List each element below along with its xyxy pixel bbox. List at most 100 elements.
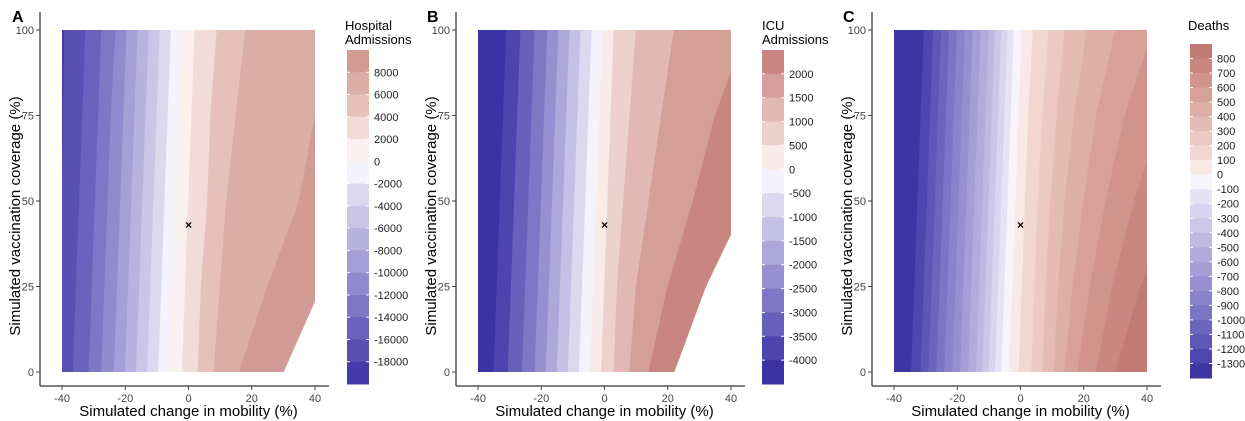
legend-swatch	[1190, 203, 1212, 219]
legend-swatch	[762, 240, 784, 266]
legend-swatch	[762, 288, 784, 313]
legend-title: Admissions	[762, 32, 829, 47]
legend-label: -1000	[1217, 315, 1245, 327]
legend-swatch	[762, 169, 784, 194]
y-tick-label: 50	[854, 196, 866, 208]
x-tick-label: -20	[117, 393, 133, 405]
legend-swatch	[762, 193, 784, 218]
panel-letter: B	[427, 9, 439, 26]
legend-label: -1300	[1217, 358, 1245, 370]
legend-swatch	[1190, 218, 1212, 234]
legend-swatch	[1190, 131, 1212, 147]
legend-swatch	[762, 145, 784, 170]
legend-label: 1000	[789, 117, 813, 129]
x-axis-title: Simulated change in mobility (%)	[495, 403, 713, 420]
panel-a: × 0 25 50 75 100 -40 -20 0 20 40 Simulated change i…	[7, 9, 412, 420]
legend-label: 6000	[374, 90, 398, 102]
legend-swatch	[762, 312, 784, 337]
contour-band	[1115, 268, 1147, 372]
y-tick-label: 25	[22, 282, 34, 294]
legend-label: -600	[1217, 257, 1239, 269]
legend-swatch	[1190, 290, 1212, 306]
x-tick-label: -20	[533, 393, 549, 405]
reference-point-marker: ×	[1017, 218, 1024, 232]
legend-label: 600	[1217, 83, 1235, 95]
legend-label: 100	[1217, 155, 1235, 167]
legend-swatch	[347, 205, 369, 229]
legend-label: -700	[1217, 271, 1239, 283]
legend-swatch	[347, 183, 369, 207]
legend-label: 500	[1217, 97, 1235, 109]
legend-label: -14000	[374, 312, 408, 324]
legend-swatch	[347, 250, 369, 274]
legend-swatch	[347, 116, 369, 140]
legend-label: -4000	[374, 201, 402, 213]
legend-swatch	[1190, 58, 1212, 74]
y-tick-label: 100	[16, 25, 34, 37]
x-tick-label: -40	[470, 393, 486, 405]
panel-letter: C	[843, 9, 855, 26]
x-tick-label: 0	[601, 393, 607, 405]
contour-band	[238, 113, 315, 372]
legend-swatch	[1190, 174, 1212, 190]
x-tick-label: -40	[54, 393, 70, 405]
legend-swatch	[347, 50, 369, 73]
x-tick-label: 40	[309, 393, 321, 405]
x-tick-label: 0	[1017, 393, 1023, 405]
legend: Deaths 800 700 600 500 400 300 200 100 0 -100 -200 -…	[1188, 18, 1245, 379]
legend-label: -10000	[374, 268, 408, 280]
legend-label: -12000	[374, 290, 408, 302]
x-tick-label: -20	[949, 393, 965, 405]
contour-band	[648, 71, 731, 372]
legend-label: -18000	[374, 357, 408, 369]
x-tick-label: 20	[246, 393, 258, 405]
legend-label: -1200	[1217, 344, 1245, 356]
legend-label: -2000	[374, 179, 402, 191]
x-axis-title: Simulated change in mobility (%)	[79, 403, 297, 420]
legend-label: 2000	[789, 69, 813, 81]
legend-label: 400	[1217, 112, 1235, 124]
legend-swatch	[347, 361, 369, 385]
legend-label: -2500	[789, 284, 817, 296]
legend-label: 4000	[374, 112, 398, 124]
y-tick-label: 0	[444, 367, 450, 379]
legend-title: Hospital	[345, 18, 392, 33]
legend-swatch	[762, 97, 784, 123]
reference-point-marker: ×	[185, 218, 192, 232]
legend-swatch	[347, 272, 369, 296]
x-tick-label: 20	[1078, 393, 1090, 405]
legend-swatch	[347, 161, 369, 185]
legend-swatch	[762, 50, 784, 75]
legend-label: -3500	[789, 331, 817, 343]
legend-swatch	[347, 139, 369, 162]
panel-b: × 0 25 50 75 100 -40 -20 0 20 40 Simulated change i…	[423, 9, 829, 420]
x-tick-label: 0	[185, 393, 191, 405]
plot-area	[478, 30, 731, 372]
legend-label: 500	[789, 140, 807, 152]
legend-swatch	[1190, 87, 1212, 103]
legend-title: Admissions	[345, 32, 412, 47]
panel-letter: A	[12, 9, 24, 26]
legend-label: -500	[1217, 242, 1239, 254]
x-axis-title: Simulated change in mobility (%)	[911, 403, 1129, 420]
legend-swatch	[762, 336, 784, 361]
plot-area	[62, 30, 315, 372]
legend-title: Deaths	[1188, 18, 1230, 33]
y-axis-title: Simulated vaccination coverage (%)	[423, 96, 440, 335]
legend-swatch	[347, 294, 369, 318]
legend-title: ICU	[762, 18, 784, 33]
legend-label: -8000	[374, 245, 402, 257]
legend-swatch	[762, 217, 784, 242]
y-axis-title: Simulated vaccination coverage (%)	[839, 96, 856, 335]
y-axis-title: Simulated vaccination coverage (%)	[7, 96, 24, 335]
legend-label: 0	[374, 156, 380, 168]
contour-band	[1096, 162, 1147, 372]
x-tick-label: 40	[1141, 393, 1153, 405]
legend-swatch	[1190, 276, 1212, 292]
legend-swatch	[347, 94, 369, 118]
legend-swatch	[1190, 334, 1212, 350]
